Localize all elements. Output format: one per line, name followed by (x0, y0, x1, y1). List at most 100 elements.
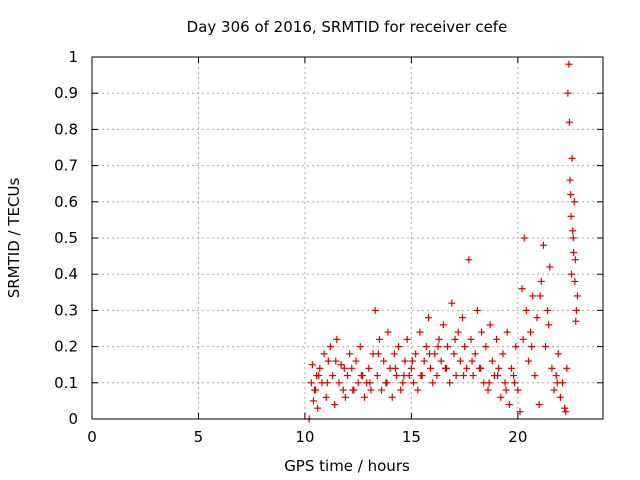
data-point (512, 343, 520, 351)
data-point (452, 372, 460, 380)
data-point (488, 357, 496, 365)
data-point (563, 364, 571, 372)
data-point (340, 364, 348, 372)
data-point (546, 263, 554, 271)
data-point (471, 350, 479, 358)
data-point (493, 335, 501, 343)
data-point (407, 364, 415, 372)
data-point (501, 379, 509, 387)
data-point (314, 404, 322, 412)
y-tick-label: 0.6 (54, 193, 78, 211)
data-point (416, 328, 424, 336)
data-point (570, 198, 578, 206)
data-point (356, 343, 364, 351)
data-point (495, 364, 503, 372)
data-point (529, 292, 537, 300)
data-point (531, 372, 539, 380)
data-point (510, 372, 518, 380)
data-point (354, 379, 362, 387)
y-tick-label: 0.9 (54, 84, 78, 102)
y-tick-label: 1 (68, 48, 78, 66)
data-point (505, 401, 513, 409)
data-point (542, 343, 550, 351)
data-point (443, 364, 451, 372)
data-point (456, 357, 464, 365)
data-points (305, 60, 581, 423)
data-point (565, 118, 573, 126)
data-point (395, 343, 403, 351)
y-tick-label: 0 (68, 410, 78, 428)
data-point (569, 234, 577, 242)
data-point (365, 364, 373, 372)
x-ticks: 0 5 10 15 20 (87, 57, 527, 446)
data-point (537, 277, 545, 285)
data-point (310, 386, 318, 394)
data-point (412, 350, 420, 358)
data-point (367, 386, 375, 394)
data-point (539, 241, 547, 249)
data-point (307, 379, 315, 387)
data-point (518, 285, 526, 293)
data-point (528, 343, 536, 351)
data-point (451, 335, 459, 343)
data-point (519, 335, 527, 343)
data-point (568, 154, 576, 162)
data-point (373, 372, 381, 380)
data-point (516, 408, 524, 416)
y-tick-label: 0.4 (54, 265, 78, 283)
data-point (502, 386, 510, 394)
data-point (424, 314, 432, 322)
data-point (357, 372, 365, 380)
data-point (550, 386, 558, 394)
grid (92, 57, 603, 419)
data-point (567, 212, 575, 220)
data-point (494, 372, 502, 380)
data-point (482, 343, 490, 351)
data-point (434, 343, 442, 351)
data-point (383, 379, 391, 387)
data-point (533, 314, 541, 322)
data-point (463, 364, 471, 372)
data-point (339, 386, 347, 394)
data-point (429, 379, 437, 387)
data-point (391, 364, 399, 372)
data-point (346, 350, 354, 358)
data-point (458, 314, 466, 322)
data-point (468, 357, 476, 365)
data-point (329, 372, 337, 380)
data-point (427, 364, 435, 372)
data-point (390, 350, 398, 358)
data-point (400, 372, 408, 380)
data-point (567, 270, 575, 278)
data-point (435, 335, 443, 343)
data-point (454, 328, 462, 336)
data-point (384, 328, 392, 336)
data-point (571, 256, 579, 264)
data-point (320, 350, 328, 358)
data-point (425, 350, 433, 358)
data-point (478, 328, 486, 336)
data-point (446, 379, 454, 387)
data-point (460, 372, 468, 380)
data-point (477, 364, 485, 372)
data-point (572, 317, 580, 325)
data-point (536, 292, 544, 300)
data-point (333, 335, 341, 343)
y-tick-label: 0.8 (54, 120, 78, 138)
data-point (437, 357, 445, 365)
plot-frame (91, 56, 604, 420)
data-point (535, 401, 543, 409)
data-point (417, 372, 425, 380)
data-point (527, 328, 535, 336)
data-point (315, 372, 323, 380)
data-point (408, 357, 416, 365)
data-point (548, 364, 556, 372)
data-point (374, 350, 382, 358)
data-point (564, 89, 572, 97)
data-point (544, 306, 552, 314)
data-point (331, 401, 339, 409)
data-point (567, 191, 575, 199)
data-point (473, 306, 481, 314)
data-point (349, 386, 357, 394)
